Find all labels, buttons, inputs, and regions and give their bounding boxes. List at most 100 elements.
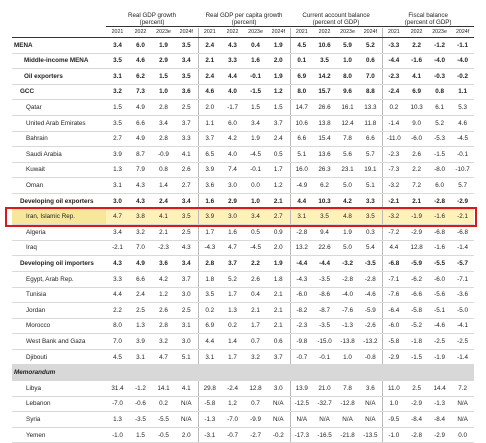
group-rule (129, 26, 152, 28)
table-cell: 0.3 (359, 224, 383, 241)
table-cell: 7.2 (405, 177, 429, 194)
table-cell: -0.7 (290, 349, 314, 366)
table-cell: -4.1 (451, 318, 475, 335)
table-cell: -2.5 (428, 333, 452, 350)
table-cell: 3.2 (129, 224, 152, 241)
macro-indicators-table: Real GDP growth (percent) Real GDP per cap… (12, 10, 475, 443)
table-cell: -0.5 (152, 427, 175, 443)
table-cell: 2.6 (152, 302, 175, 319)
table-cell: 1.9 (267, 37, 291, 54)
table-cell: N/A (451, 396, 475, 413)
table-cell: 23.1 (336, 162, 360, 179)
table-cell: -1.9 (428, 349, 452, 366)
table-cell: -2.9 (405, 224, 429, 241)
header-corner (12, 10, 106, 27)
table-cell: N/A (359, 396, 383, 413)
year-header: 2022 (129, 28, 152, 38)
table-row: Developing oil importers 4.3 4.9 3.6 3.4 2.8 3… (12, 255, 475, 272)
table-cell: 2.1 (267, 287, 291, 304)
table-cell: -2.1 (451, 209, 475, 226)
table-cell: -1.3 (336, 318, 360, 335)
table-cell: 3.5 (359, 209, 383, 226)
year-header: 2022 (405, 28, 429, 38)
table-cell: -4.0 (336, 287, 360, 304)
table-cell: -8.4 (405, 411, 429, 428)
table-cell: 5.4 (359, 240, 383, 257)
table-row: Syria 1.3 -3.5 -5.5 N/A -1.3 -7.0 -9.9 N/A N/A N/A… (12, 411, 475, 428)
table-cell: 6.6 (359, 131, 383, 148)
table-cell: -21.8 (336, 427, 360, 443)
table-row: Iran, Islamic Rep. 4.7 3.8 4.1 3.5 3.9 3.0 3.4 2… (12, 209, 475, 226)
table-cell: 0.6 (359, 53, 383, 70)
table-cell: 7.3 (129, 84, 152, 101)
table-cell: 3.3 (359, 193, 383, 210)
table-cell: 4.6 (129, 53, 152, 70)
table-cell: 14.4 (428, 380, 452, 397)
table-cell: -2.3 (382, 146, 406, 163)
table-row: West Bank and Gaza 7.0 3.9 3.2 3.0 4.4 1.4 0.7 0… (12, 333, 475, 350)
group-rule (405, 26, 429, 28)
table-cell: -4.4 (313, 255, 337, 272)
table-cell: -1.6 (428, 240, 452, 257)
table-cell: -5.1 (428, 302, 452, 319)
table-cell: 1.5 (152, 68, 175, 85)
table-cell: 0.2 (221, 318, 245, 335)
table-cell: 2.5 (405, 380, 429, 397)
table-header: Real GDP growth (percent) Real GDP per cap… (12, 10, 475, 38)
table-row: Tunisia 4.4 2.4 1.2 3.0 3.5 1.7 0.4 2.1 -6.0 -8.6-… (12, 287, 475, 304)
table-cell: -2.8 (336, 271, 360, 288)
table-cell: -4.5 (244, 146, 268, 163)
table-cell: 0.8 (152, 162, 175, 179)
row-label: Syria (12, 411, 106, 428)
table-cell: 3.7 (175, 271, 199, 288)
table-cell: 5.6 (336, 146, 360, 163)
row-label: MENA (12, 37, 106, 54)
table-cell: 26.6 (313, 99, 337, 116)
table-cell: -12.8 (336, 396, 360, 413)
table-cell: -15.0 (313, 333, 337, 350)
table-cell: 4.9 (129, 99, 152, 116)
table-cell: -9.9 (244, 411, 268, 428)
table-cell: 2.1 (244, 302, 268, 319)
table-row: GCC 3.2 7.3 1.0 3.6 4.6 4.0 -1.5 1.2 8.0 15.7 9.6 8.… (12, 84, 475, 101)
group-rule (451, 26, 475, 28)
row-label: Iraq (12, 240, 106, 257)
table-cell: 3.5 (313, 209, 337, 226)
table-cell: -8.0 (428, 162, 452, 179)
table-cell: 3.5 (175, 68, 199, 85)
table-cell: 9.0 (405, 115, 429, 132)
table-cell: 3.1 (290, 209, 314, 226)
table-cell: 21.0 (313, 380, 337, 397)
table-cell: 4.6 (451, 115, 475, 132)
table-cell: 5.0 (336, 240, 360, 257)
table-cell: 3.9 (198, 209, 222, 226)
table-cell: -16.5 (313, 427, 337, 443)
table-cell: 1.0 (244, 193, 268, 210)
table-cell: 2.2 (106, 302, 129, 319)
table-cell: 4.1 (175, 380, 199, 397)
table-cell: -7.2 (382, 224, 406, 241)
table-cell: 6.9 (198, 318, 222, 335)
year-header: 2021 (198, 28, 222, 38)
table-cell: 2.1 (152, 224, 175, 241)
table-cell: 5.3 (451, 99, 475, 116)
table-cell: 3.1 (106, 177, 129, 194)
table-cell: -8.4 (428, 411, 452, 428)
row-label: Tunisia (12, 287, 106, 304)
row-label: Libya (12, 380, 106, 397)
table-cell: -3.3 (382, 37, 406, 54)
table-cell: -17.3 (290, 427, 314, 443)
table-cell: -8.6 (313, 287, 337, 304)
table-cell: -1.2 (129, 380, 152, 397)
table-cell: N/A (175, 411, 199, 428)
table-cell: 7.4 (221, 162, 245, 179)
table-cell: 7.9 (129, 162, 152, 179)
table-cell: 6.2 (313, 177, 337, 194)
table-cell: 1.4 (152, 177, 175, 194)
table-cell: 1.0 (152, 84, 175, 101)
table-cell: -0.2 (267, 427, 291, 443)
table-cell: -2.4 (221, 380, 245, 397)
table-cell: -0.8 (359, 349, 383, 366)
section-row: Memorandum (12, 364, 475, 382)
table-cell: 2.1 (405, 193, 429, 210)
